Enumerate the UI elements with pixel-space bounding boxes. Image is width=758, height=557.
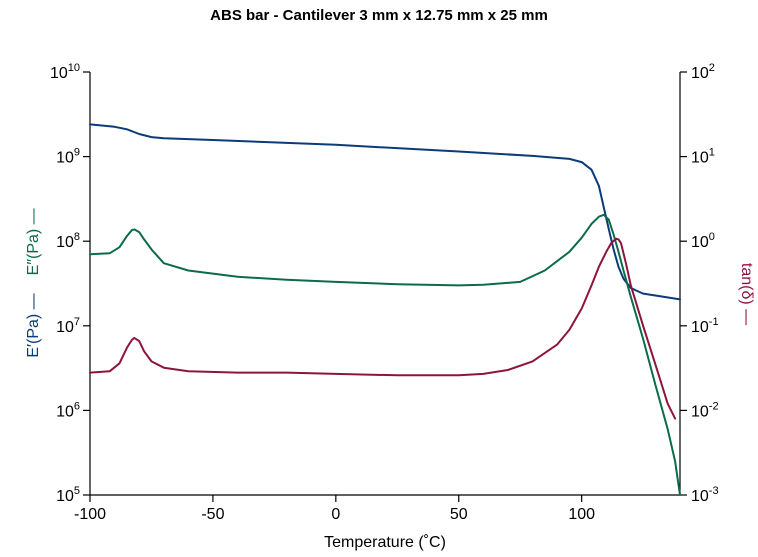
y-axis-label-part: E′(Pa) — [25,293,42,357]
y_left-tick-base: 10 [56,234,74,251]
y_right-tick-exp: 2 [709,62,715,74]
y_left-tick-exp: 6 [74,400,80,412]
y_right-tick-base: 10 [691,488,709,505]
x-ticks: -100 -50 0 50 100 [74,495,595,523]
x-tick-label: 100 [568,506,595,523]
x-tick-label: 50 [450,506,468,523]
y_right-tick-label: 101 [691,147,715,167]
y_right-tick-label: 10-1 [691,316,719,336]
y-axis-label-left: E′(Pa) — E″(Pa) — [25,208,42,357]
tan-delta-line [89,237,677,420]
y-axis-label-part: E″(Pa) — [25,208,42,275]
y_left-tick-base: 10 [56,319,74,336]
y_left-tick-base: 10 [56,488,74,505]
y_left-tick-base: 10 [56,403,74,420]
y_left-tick-exp: 7 [74,316,80,328]
y_right-tick-base: 10 [691,403,709,420]
y_left-tick-label: 106 [56,400,80,420]
y_left-tick-exp: 9 [74,147,80,159]
x-tick-label: -50 [201,506,224,523]
loss-modulus-line [89,213,681,496]
chart-title: ABS bar - Cantilever 3 mm x 12.75 mm x 2… [210,7,548,24]
y-axis-label-right: tan(δ) — [738,263,755,325]
storage-modulus-line [89,123,681,301]
series-group [89,123,681,496]
y_left-tick-base: 10 [50,65,68,82]
x-axis-label: Temperature (˚C) [324,534,446,551]
y_right-tick-exp: 0 [709,231,715,243]
y_left-tick-exp: 8 [74,231,80,243]
y_right-tick-exp: -1 [709,316,719,328]
x-tick-label: -100 [74,506,106,523]
y_right-tick-label: 10-2 [691,400,719,420]
y_right-tick-label: 100 [691,231,715,251]
y_right-tick-base: 10 [691,234,709,251]
y_right-tick-exp: 1 [709,147,715,159]
y_left-tick-label: 105 [56,485,80,505]
y_right-tick-exp: -2 [709,400,719,412]
y_left-tick-exp: 10 [68,62,80,74]
y_left-tick-base: 10 [56,150,74,167]
y_right-tick-base: 10 [691,65,709,82]
y_left-tick-label: 1010 [50,62,80,82]
y_right-tick-base: 10 [691,319,709,336]
y_right-tick-exp: -3 [709,485,719,497]
y_left-tick-label: 108 [56,231,80,251]
y_left-tick-label: 107 [56,316,80,336]
y_left-tick-label: 109 [56,147,80,167]
y_left-tick-exp: 5 [74,485,80,497]
x-tick-label: 0 [331,506,340,523]
y_right-tick-label: 102 [691,62,715,82]
y_right-tick-base: 10 [691,150,709,167]
y_right-tick-label: 10-3 [691,485,719,505]
